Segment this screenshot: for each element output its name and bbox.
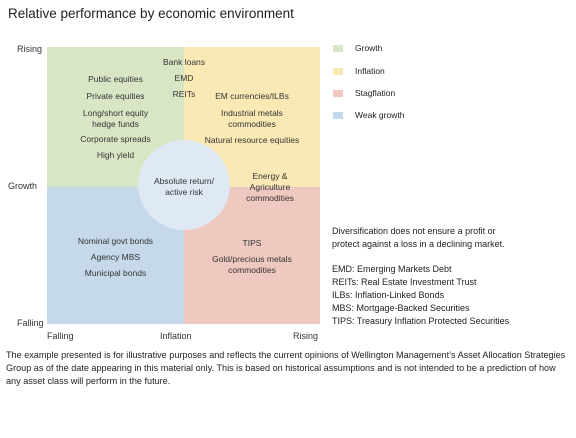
footer-disclaimer: The example presented is for illustrativ…: [6, 350, 566, 386]
x-axis-right-label: Rising: [293, 331, 319, 341]
abbreviation: ILBs: Inflation-Linked Bonds: [332, 290, 445, 300]
center-circle: [138, 140, 230, 230]
center-label: Absolute return/ active risk: [153, 176, 214, 197]
abbreviation: REITs: Real Estate Investment Trust: [332, 277, 477, 287]
legend-label: Weak growth: [355, 110, 405, 120]
y-axis-title: Growth: [8, 181, 38, 191]
legend-swatch: [333, 90, 343, 97]
legend-label: Growth: [355, 43, 383, 53]
asset-label: Private equities: [86, 91, 145, 101]
asset-label: EM currencies/ILBs: [215, 91, 289, 101]
legend-swatch: [333, 68, 343, 75]
asset-label: Industrial metals commodities: [221, 108, 283, 129]
diagram-title: Relative performance by economic environ…: [8, 6, 294, 21]
abbreviation: TIPS: Treasury Inflation Protected Secur…: [332, 316, 510, 326]
abbreviation: MBS: Mortgage-Backed Securities: [332, 303, 470, 313]
legend-swatch: [333, 112, 343, 119]
asset-label: Long/short equity hedge funds: [82, 108, 149, 129]
asset-label: EMD: [174, 73, 194, 83]
asset-label: Corporate spreads: [80, 134, 151, 144]
asset-label: TIPS: [242, 238, 262, 248]
asset-label: High yield: [96, 150, 135, 160]
asset-label: Energy & Agriculture commodities: [246, 171, 294, 203]
asset-label: Gold/precious metals commodities: [212, 254, 292, 275]
asset-label: Agency MBS: [90, 252, 141, 262]
legend-swatch: [333, 45, 343, 52]
asset-label: Nominal govt bonds: [77, 236, 154, 246]
x-axis-title: Inflation: [160, 331, 192, 341]
disclaimer-note: Diversification does not ensure a profit…: [332, 226, 505, 249]
x-axis-left-label: Falling: [47, 331, 74, 341]
asset-label: Public equities: [88, 74, 143, 84]
asset-label: Municipal bonds: [84, 268, 147, 278]
y-axis-bottom-label: Falling: [17, 318, 44, 328]
asset-label: REITs: [172, 89, 196, 99]
asset-label: Natural resource equities: [204, 135, 300, 145]
legend-label: Stagflation: [355, 88, 396, 98]
y-axis-top-label: Rising: [17, 44, 43, 54]
legend-label: Inflation: [355, 66, 385, 76]
asset-label: Bank loans: [162, 57, 206, 67]
abbreviation: EMD: Emerging Markets Debt: [332, 264, 452, 274]
